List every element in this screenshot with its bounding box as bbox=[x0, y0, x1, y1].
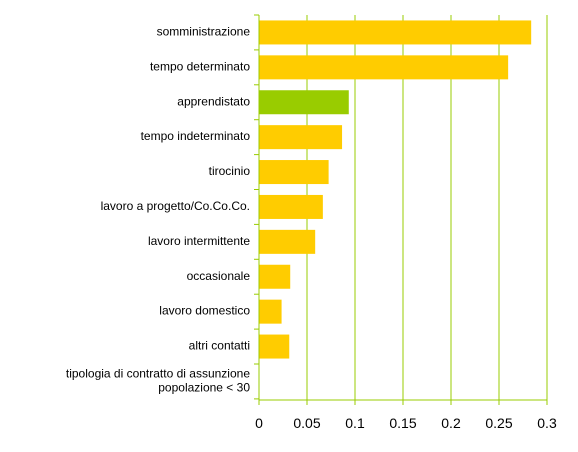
category-label-0: somministrazione bbox=[157, 25, 251, 39]
x-tick-label-0.3: 0.3 bbox=[537, 415, 557, 431]
category-label-6: lavoro intermittente bbox=[148, 234, 250, 248]
category-label-7: occasionale bbox=[187, 269, 251, 283]
bar-4 bbox=[259, 160, 329, 185]
bars bbox=[259, 20, 532, 359]
bar-5 bbox=[259, 194, 323, 219]
bar-0 bbox=[259, 20, 532, 45]
bar-7 bbox=[259, 264, 291, 289]
category-label-5: lavoro a progetto/Co.Co.Co. bbox=[101, 199, 250, 213]
bar-2 bbox=[259, 90, 349, 115]
bar-9 bbox=[259, 334, 290, 359]
x-tick-label-0.2: 0.2 bbox=[441, 415, 461, 431]
category-label-2: apprendistato bbox=[177, 94, 250, 108]
category-label-8: lavoro domestico bbox=[159, 304, 250, 318]
category-label-4: tirocinio bbox=[209, 164, 251, 178]
bar-3 bbox=[259, 125, 343, 150]
bar-6 bbox=[259, 229, 316, 254]
x-tick-label-0.15: 0.15 bbox=[389, 415, 416, 431]
x-tick-label-0.05: 0.05 bbox=[293, 415, 320, 431]
x-tick-label-0.25: 0.25 bbox=[485, 415, 512, 431]
category-labels: somministrazione tempo determinato apprend… bbox=[66, 25, 250, 395]
category-label-9: altri contatti bbox=[189, 339, 250, 353]
category-label-10: tipologia di contratto di assunzione popo… bbox=[66, 367, 250, 395]
x-tick-labels: 0 0.05 0.1 0.15 0.2 0.25 0.3 bbox=[255, 415, 557, 431]
bar-1 bbox=[259, 55, 509, 80]
bar-8 bbox=[259, 299, 282, 324]
x-tick-label-0: 0 bbox=[255, 415, 263, 431]
axes bbox=[254, 14, 548, 405]
x-tick-label-0.1: 0.1 bbox=[345, 415, 365, 431]
category-label-3: tempo indeterminato bbox=[141, 129, 251, 143]
category-label-1: tempo determinato bbox=[150, 60, 250, 74]
